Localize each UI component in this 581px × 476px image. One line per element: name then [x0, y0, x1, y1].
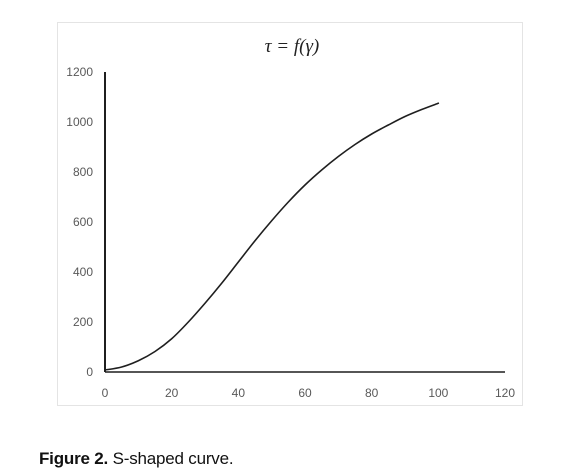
x-tick-label: 60 — [298, 386, 312, 400]
y-tick-label: 0 — [86, 365, 93, 379]
x-tick-label: 100 — [428, 386, 448, 400]
caption-text: S-shaped curve. — [112, 449, 234, 468]
y-tick-label: 600 — [73, 215, 93, 229]
x-tick-label: 0 — [102, 386, 109, 400]
y-tick-label: 1200 — [66, 65, 93, 79]
x-tick-label: 40 — [232, 386, 246, 400]
chart-axes — [104, 72, 505, 373]
figure-caption: Figure 2. S-shaped curve. — [39, 449, 234, 469]
caption-label: Figure 2. — [39, 449, 109, 468]
chart-title: τ = f(γ) — [265, 36, 320, 57]
chart-frame — [57, 22, 523, 406]
y-tick-label: 400 — [73, 265, 93, 279]
x-axis-ticks: 0 20 40 60 80 100 120 — [102, 386, 516, 400]
y-tick-label: 200 — [73, 315, 93, 329]
chart-series — [104, 102, 440, 371]
y-tick-label: 800 — [73, 165, 93, 179]
y-axis-ticks: 0 200 400 600 800 1000 1200 — [66, 65, 93, 379]
x-tick-label: 20 — [165, 386, 179, 400]
series-line — [104, 102, 440, 371]
x-tick-label: 120 — [495, 386, 515, 400]
x-tick-label: 80 — [365, 386, 379, 400]
y-tick-label: 1000 — [66, 115, 93, 129]
